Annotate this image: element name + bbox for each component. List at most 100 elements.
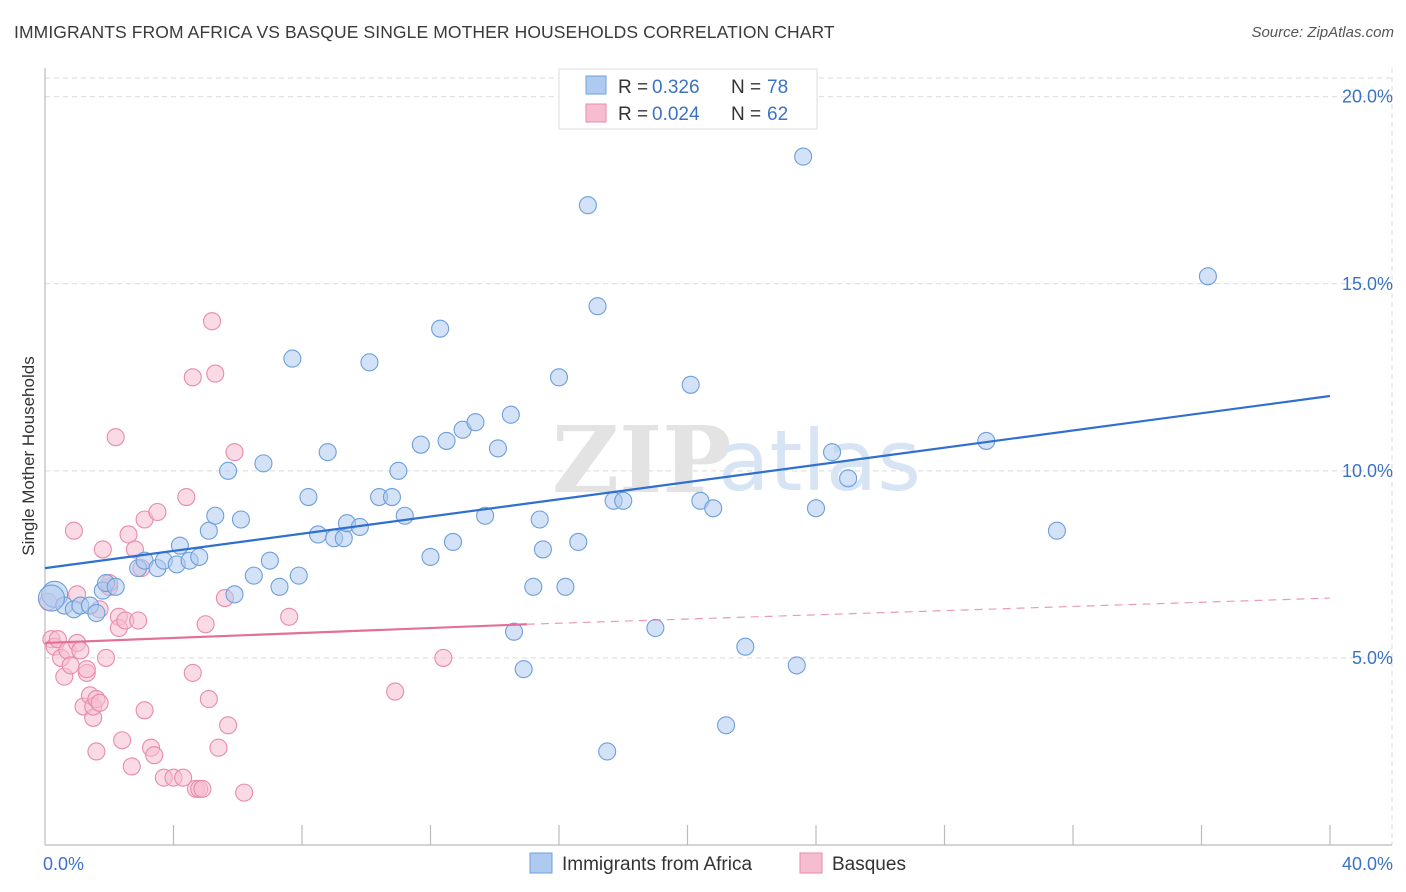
series-basques-points — [39, 312, 453, 802]
africa-point — [530, 510, 549, 529]
africa-point — [431, 319, 450, 338]
trend-lines — [44, 394, 1331, 645]
basque-point — [386, 682, 405, 701]
africa-point — [466, 413, 485, 432]
basque-point — [193, 779, 212, 798]
africa-point — [476, 506, 495, 525]
basque-point — [77, 660, 96, 679]
africa-point — [360, 353, 379, 372]
basque-point — [106, 428, 125, 447]
africa-point — [1047, 521, 1066, 540]
africa-point — [614, 491, 633, 510]
bottom-legend-label-africa: Immigrants from Africa — [562, 854, 752, 875]
africa-point — [823, 443, 842, 462]
africa-point — [382, 487, 402, 507]
y-tick-label: 10.0% — [1342, 461, 1393, 481]
series-africa-points — [37, 147, 1217, 761]
basque-point — [177, 487, 196, 507]
africa-point — [260, 551, 279, 570]
africa-point — [1198, 267, 1217, 286]
trend-line-basque — [44, 623, 527, 645]
africa-point — [421, 547, 440, 566]
africa-point — [309, 525, 328, 544]
africa-point — [318, 443, 337, 462]
africa-point — [787, 656, 806, 675]
africa-point — [283, 349, 302, 368]
africa-point — [681, 375, 700, 394]
legend-r-value-basque: 0.024 — [652, 104, 700, 125]
y-tick-label: 20.0% — [1342, 87, 1393, 107]
africa-point — [443, 532, 463, 551]
africa-point — [289, 566, 308, 585]
africa-point — [806, 499, 826, 518]
basque-point — [183, 663, 202, 682]
trend-line-basque-extension — [526, 597, 1331, 625]
source-label: Source: ZipAtlas.com — [1251, 24, 1394, 41]
africa-point — [206, 506, 225, 525]
basque-point — [90, 693, 109, 712]
africa-point — [524, 577, 543, 596]
basque-point — [113, 731, 132, 750]
africa-point — [598, 742, 617, 761]
basque-point — [209, 738, 228, 757]
basque-point — [174, 768, 193, 787]
basque-point — [71, 641, 90, 660]
africa-point — [488, 439, 508, 458]
legend-n-value-basque: 62 — [767, 104, 788, 125]
basque-point — [148, 502, 167, 522]
gridlines — [45, 68, 1395, 845]
bottom-legend-label-basque: Basques — [832, 854, 906, 875]
basque-point — [122, 757, 141, 776]
africa-point — [87, 603, 106, 623]
africa-point — [244, 566, 263, 585]
legend-box: R = 0.326 N = 78 R = 0.024 N = 62 — [558, 68, 818, 130]
basque-point — [235, 783, 254, 802]
axes — [44, 68, 1392, 846]
basque-point — [203, 312, 222, 331]
basque-point — [225, 443, 244, 462]
africa-point — [549, 368, 569, 387]
legend-swatch-africa — [585, 75, 607, 95]
bottom-legend: Immigrants from Africa Basques — [529, 852, 906, 875]
africa-point — [254, 454, 273, 473]
africa-point — [504, 622, 524, 641]
basque-point — [196, 615, 215, 634]
basque-point — [434, 648, 453, 667]
africa-point — [794, 147, 813, 166]
africa-point — [334, 529, 353, 548]
africa-point — [190, 547, 209, 566]
bottom-legend-swatch-africa — [529, 852, 553, 874]
africa-point — [37, 584, 65, 612]
africa-point — [231, 510, 251, 529]
africa-point — [588, 297, 607, 316]
africa-point — [225, 585, 244, 604]
legend-n-label-africa: N = — [731, 77, 761, 98]
africa-point — [219, 461, 238, 480]
africa-point — [270, 577, 289, 596]
basque-point — [87, 742, 106, 761]
africa-point — [578, 196, 597, 215]
africa-point — [501, 405, 520, 424]
africa-point — [839, 469, 858, 488]
basque-point — [183, 368, 202, 387]
africa-point — [569, 532, 588, 551]
africa-point — [514, 660, 533, 679]
africa-point — [199, 521, 218, 540]
legend-r-label-africa: R = — [618, 77, 648, 98]
africa-point — [411, 435, 430, 454]
africa-point — [716, 716, 736, 735]
basque-point — [119, 525, 138, 544]
africa-point — [556, 577, 575, 596]
x-tick-label: 40.0% — [1342, 854, 1393, 874]
y-tick-label: 5.0% — [1352, 648, 1393, 668]
africa-point — [646, 618, 665, 638]
x-tick-label: 0.0% — [43, 854, 84, 874]
africa-point — [704, 499, 723, 518]
basque-point — [64, 521, 83, 540]
africa-point — [299, 487, 318, 507]
basque-point — [145, 746, 164, 765]
legend-r-value-africa: 0.326 — [652, 77, 700, 98]
watermark-atlas: atlas — [718, 412, 921, 510]
legend-n-value-africa: 78 — [767, 77, 788, 98]
